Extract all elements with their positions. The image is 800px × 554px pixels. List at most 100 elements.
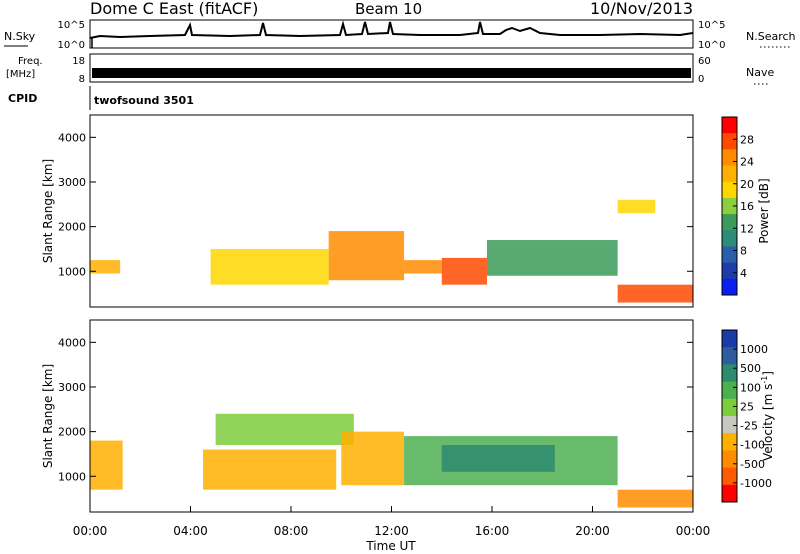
velocity-bands [90, 413, 693, 508]
power-band-4 [441, 257, 487, 285]
nsearch-tick-min: 10^0 [698, 40, 725, 51]
velocity-band-5 [441, 445, 555, 472]
velocity-colorbar-swatch-4 [722, 398, 737, 417]
velocity-colorbar-swatch-6 [722, 433, 737, 451]
power-colorbar-label: Power [dB] [757, 178, 771, 243]
velocity-colorbar: 1000 500 100 25 -25 -100 -500 -1000 [721, 329, 772, 503]
power-colorbar-swatch-2 [722, 149, 737, 167]
nsearch-tick-max: 10^5 [698, 20, 725, 31]
velocity-colorbar-swatch-8 [722, 467, 737, 486]
cpid-value: twofsound 3501 [94, 94, 194, 107]
velocity-colorbar-swatch-0 [722, 330, 737, 348]
power-colorbar-swatch-0 [722, 117, 737, 134]
power-colorbar-swatch-1 [722, 133, 737, 150]
power-bands [90, 199, 693, 303]
power-colorbar: 28 24 20 16 12 8 4 [721, 116, 754, 296]
date-title: 10/Nov/2013 [590, 0, 693, 18]
power-band-5 [486, 240, 618, 276]
cpid-label: CPID [8, 92, 37, 105]
velocity-colorbar-swatch-7 [722, 450, 737, 469]
velocity-colorbar-tick-4: -25 [740, 420, 758, 433]
x-tick-label-5: 20:00 [575, 524, 610, 538]
x-tick-label-0: 00:00 [73, 524, 108, 538]
power-colorbar-swatch-10 [722, 278, 737, 296]
velocity-panel: 1000 2000 3000 4000 00:00 04:00 08:00 12:00 16:… [41, 319, 775, 538]
velocity-ylabel: Slant Range [km] [41, 364, 55, 468]
nsky-tick-min: 10^0 [58, 40, 85, 51]
nsky-tick-max: 10^5 [58, 20, 85, 31]
velocity-band-3 [341, 431, 405, 486]
velocity-x-axis: 00:00 04:00 08:00 12:00 16:00 20:00 00:00 [73, 506, 711, 538]
power-ytick-label-0: 1000 [58, 265, 86, 278]
x-tick-label-4: 16:00 [475, 524, 510, 538]
velocity-ytick-label-0: 1000 [58, 470, 86, 483]
velocity-colorbar-tick-3: 25 [740, 400, 754, 413]
velocity-colorbar-tick-6: -500 [740, 458, 765, 471]
power-band-3 [404, 260, 442, 274]
power-band-2 [328, 231, 405, 281]
velocity-colorbar-swatch-2 [722, 364, 737, 383]
station-title: Dome C East (fitACF) [90, 0, 258, 18]
freq-unit: [MHz] [6, 69, 35, 80]
velocity-band-6 [617, 489, 693, 508]
power-panel: 1000 2000 3000 4000 Slant Range [km] 28 24 20… [41, 114, 771, 308]
velocity-ytick-label-2: 3000 [58, 381, 86, 394]
x-tick-label-2: 08:00 [274, 524, 309, 538]
power-colorbar-swatch-3 [722, 165, 737, 183]
velocity-band-2 [215, 413, 354, 446]
x-tick-label-6: 00:00 [676, 524, 711, 538]
velocity-colorbar-swatch-3 [722, 381, 737, 400]
power-ylabel: Slant Range [km] [41, 159, 55, 263]
x-tick-label-3: 12:00 [374, 524, 409, 538]
velocity-band-1 [203, 449, 337, 490]
power-band-6 [617, 284, 693, 303]
power-colorbar-swatch-9 [722, 262, 737, 280]
power-band-1 [210, 248, 329, 285]
power-colorbar-tick-6: 4 [740, 267, 747, 280]
power-y-axis: 1000 2000 3000 4000 [58, 131, 693, 278]
nsky-nsearch-panel: 10^5 10^0 N.Sky 10^5 10^0 N.Search [4, 19, 796, 51]
nave-tick-min: 0 [698, 74, 704, 85]
nave-label: Nave [746, 66, 774, 79]
x-tick-label-1: 04:00 [173, 524, 208, 538]
freq-tick-min: 8 [79, 74, 85, 85]
freq-tick-max: 18 [72, 56, 85, 67]
velocity-colorbar-tick-7: -1000 [740, 477, 772, 490]
velocity-band-0 [90, 440, 123, 490]
velocity-colorbar-swatch-5 [722, 416, 737, 434]
velocity-colorbar-label: Velocity [m s-1] [760, 371, 775, 461]
freq-label: Freq. [18, 56, 43, 67]
velocity-colorbar-swatch-9 [722, 484, 737, 503]
power-ytick-label-1: 2000 [58, 221, 86, 234]
power-band-0 [90, 260, 121, 274]
velocity-colorbar-tick-1: 500 [740, 362, 761, 375]
velocity-colorbar-tick-2: 100 [740, 381, 761, 394]
power-colorbar-tick-2: 20 [740, 178, 754, 191]
nsky-label: N.Sky [4, 30, 36, 43]
velocity-y-axis: 1000 2000 3000 4000 [58, 336, 693, 483]
freq-trace [92, 68, 691, 78]
velocity-colorbar-tick-5: -100 [740, 439, 765, 452]
nsky-trace [89, 20, 694, 39]
power-colorbar-swatch-8 [722, 246, 737, 264]
nsearch-label: N.Search [746, 30, 796, 43]
velocity-colorbar-tick-0: 1000 [740, 343, 768, 356]
velocity-ytick-label-1: 2000 [58, 426, 86, 439]
power-colorbar-swatch-4 [722, 181, 737, 199]
power-colorbar-tick-4: 12 [740, 222, 754, 235]
x-axis-label: Time UT [365, 539, 416, 553]
power-colorbar-swatch-6 [722, 214, 737, 231]
nave-tick-max: 60 [698, 56, 711, 67]
power-colorbar-tick-5: 8 [740, 245, 747, 258]
power-colorbar-swatch-5 [722, 197, 737, 215]
power-colorbar-tick-0: 28 [740, 133, 754, 146]
power-colorbar-tick-1: 24 [740, 156, 754, 169]
power-colorbar-swatch-7 [722, 230, 737, 247]
power-ytick-label-2: 3000 [58, 176, 86, 189]
beam-title: Beam 10 [355, 0, 422, 18]
velocity-ytick-label-3: 4000 [58, 336, 86, 349]
freq-nave-panel: 18 8 Freq. [MHz] 60 0 Nave [6, 53, 774, 85]
power-band-7 [617, 199, 656, 214]
power-colorbar-tick-3: 16 [740, 200, 754, 213]
